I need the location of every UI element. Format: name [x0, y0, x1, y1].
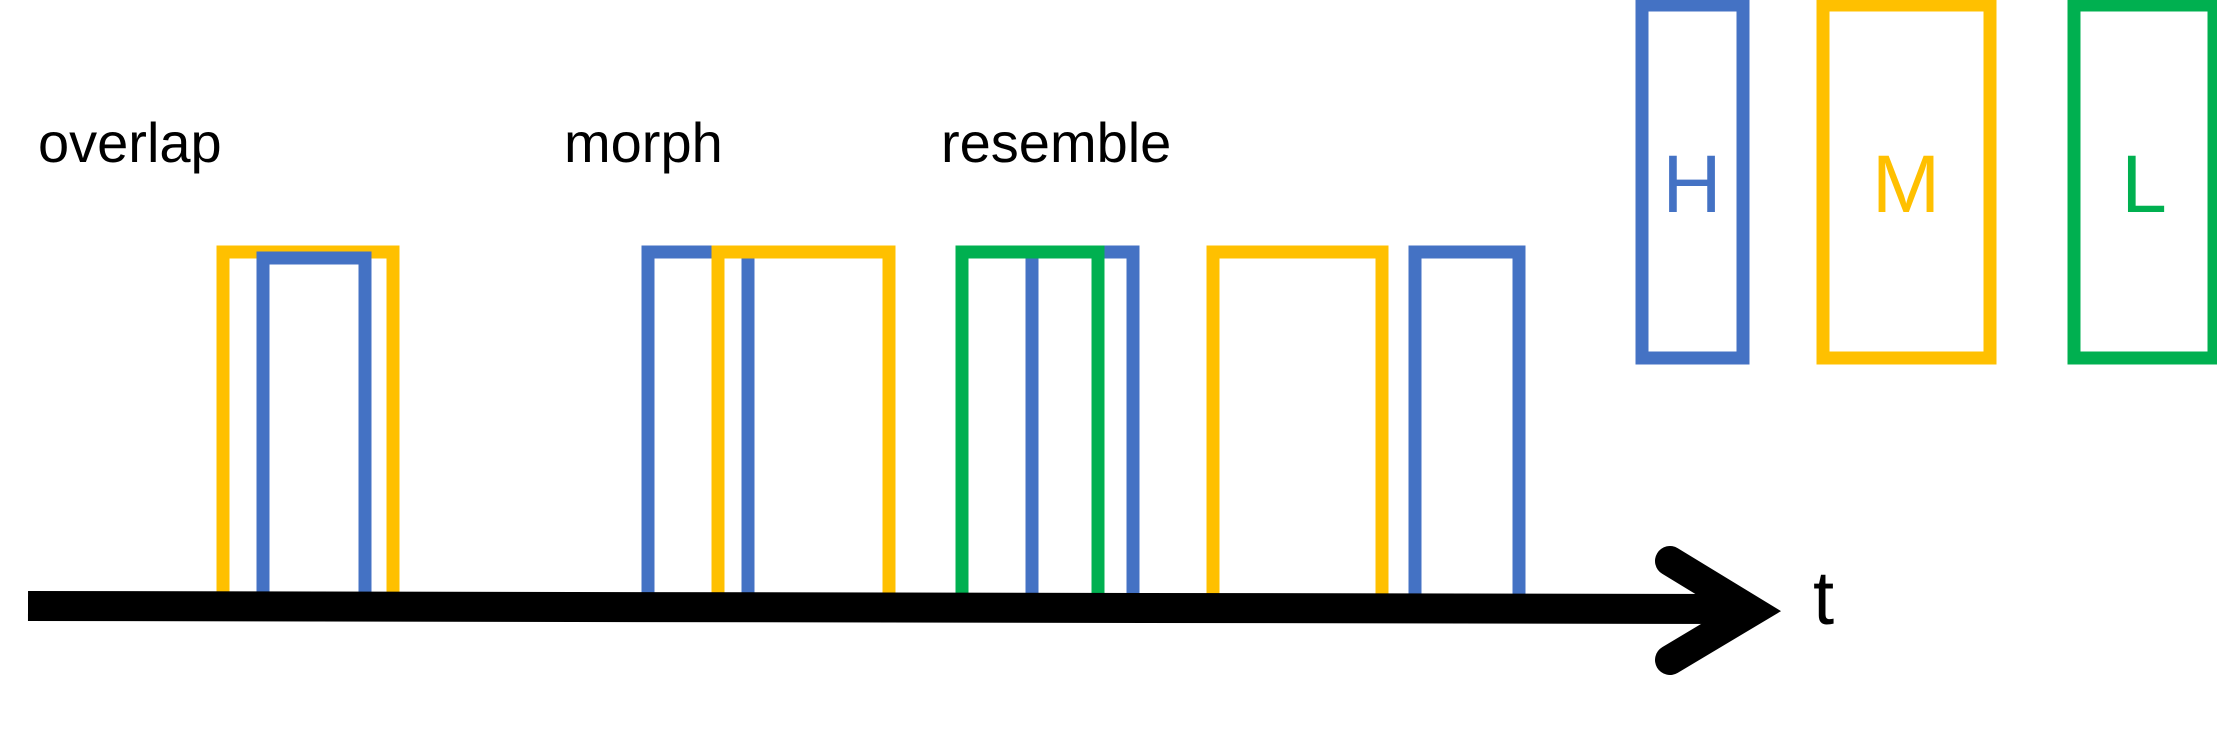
- time-axis-arrowhead: [1655, 546, 1782, 675]
- overlap-group: [216, 245, 400, 597]
- pulse-separate-h: [1408, 245, 1526, 597]
- pulse-overlap-h: [256, 251, 372, 597]
- time-axis-label: t: [1813, 556, 1834, 641]
- legend-box-l: [2067, 0, 2217, 365]
- legend-letter-l: L: [2121, 139, 2167, 230]
- time-axis: t: [27, 546, 1834, 675]
- legend: H M L: [1635, 0, 2217, 365]
- pulse-resemble-l: [955, 245, 1105, 597]
- legend-letter-h: H: [1662, 139, 1721, 230]
- label-overlap: overlap: [38, 111, 222, 174]
- pulse-morph-m: [711, 245, 896, 597]
- pulse-morph-h: [641, 245, 755, 597]
- time-axis-line: [27, 591, 1741, 624]
- pulse-separate-m: [1206, 245, 1389, 597]
- separate-group: [1206, 245, 1526, 597]
- resemble-group: [955, 245, 1140, 597]
- label-resemble: resemble: [941, 111, 1171, 174]
- morph-group: [641, 245, 896, 597]
- pulse-resemble-h: [1025, 245, 1140, 597]
- label-morph: morph: [564, 111, 723, 174]
- legend-letter-m: M: [1872, 139, 1940, 230]
- legend-box-h: [1635, 0, 1750, 365]
- legend-box-m: [1816, 0, 1997, 365]
